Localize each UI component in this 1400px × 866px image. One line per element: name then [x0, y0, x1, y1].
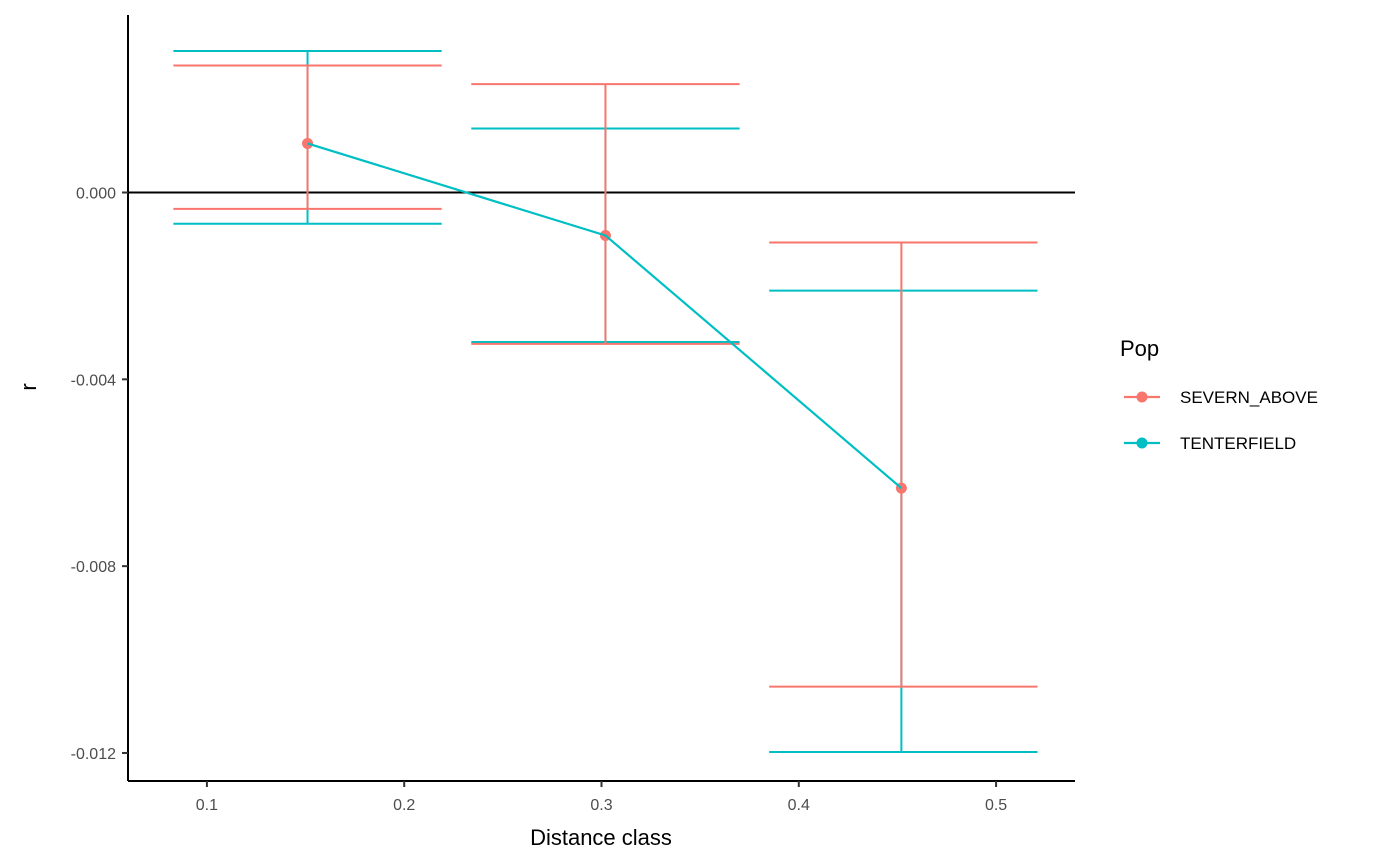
y-tick-label: -0.004: [71, 372, 116, 389]
legend-label: TENTERFIELD: [1180, 434, 1296, 453]
legend-key-point: [1136, 391, 1148, 403]
x-tick-label: 0.4: [788, 797, 810, 814]
plot-area: [128, 49, 1075, 754]
y-tick-label: 0.000: [76, 185, 116, 202]
x-axis-title: Distance class: [530, 825, 672, 850]
y-axis-title: r: [16, 383, 41, 390]
y-tick-label: -0.008: [71, 559, 116, 576]
legend-key-point: [1136, 437, 1148, 449]
x-tick-label: 0.3: [590, 797, 612, 814]
legend-label: SEVERN_ABOVE: [1180, 388, 1318, 407]
y-tick-label: -0.012: [71, 746, 116, 763]
axes: 0.1 0.2 0.3 0.4 0.5 0.000 -0.004 -0.008 -0.012: [71, 15, 1075, 814]
legend-title: Pop: [1120, 336, 1159, 361]
legend: Pop SEVERN_ABOVE TENTERFIELD: [1120, 336, 1318, 453]
x-tick-label: 0.2: [393, 797, 415, 814]
x-tick-label: 0.1: [196, 797, 218, 814]
x-tick-label: 0.5: [985, 797, 1007, 814]
line-tenterfield: [307, 142, 903, 489]
